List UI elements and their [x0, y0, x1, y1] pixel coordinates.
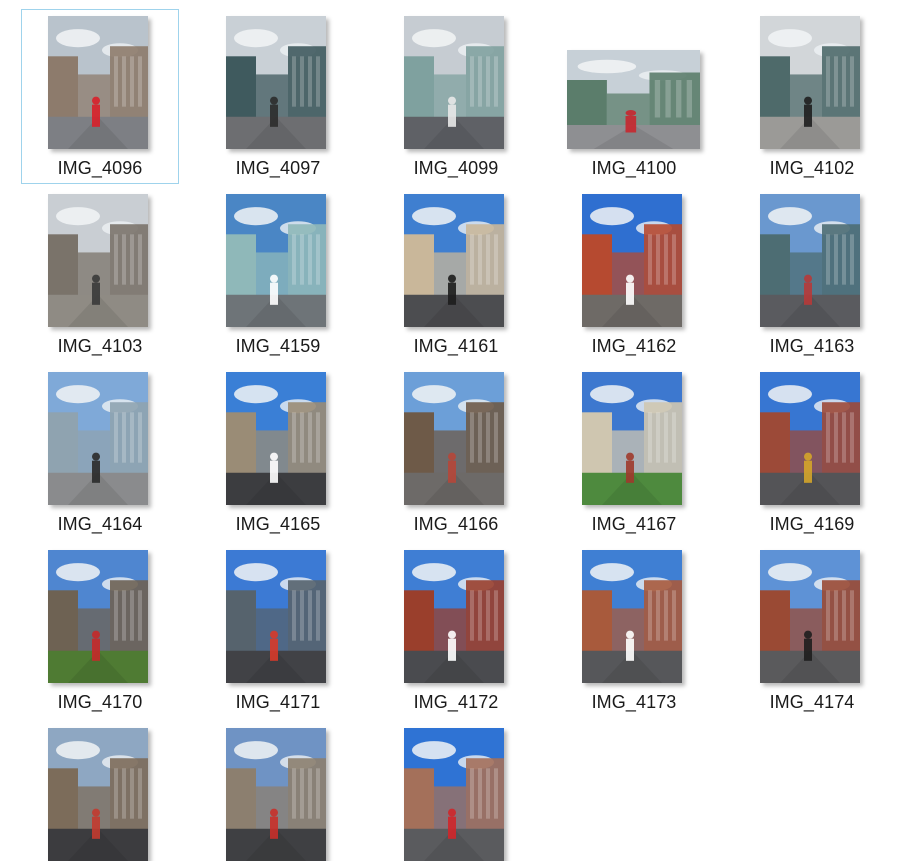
image-thumbnail — [582, 550, 682, 683]
file-name-label: IMG_4164 — [57, 514, 143, 534]
image-thumbnail — [226, 372, 326, 505]
file-item[interactable]: IMG_4174 — [733, 543, 891, 718]
file-name-label: IMG_4096 — [57, 158, 143, 178]
file-name-label: IMG_4161 — [413, 336, 499, 356]
file-item[interactable]: IMG_4161 — [377, 187, 535, 362]
image-thumbnail — [48, 372, 148, 505]
image-thumbnail — [582, 372, 682, 505]
file-item[interactable]: IMG_4171 — [199, 543, 357, 718]
image-thumbnail — [48, 728, 148, 861]
file-name-label: IMG_4100 — [591, 158, 677, 178]
file-item[interactable]: IMG_4169 — [733, 365, 891, 540]
thumbnail-image — [760, 372, 860, 505]
image-thumbnail — [226, 194, 326, 327]
image-thumbnail — [404, 372, 504, 505]
thumbnail-image — [226, 194, 326, 327]
thumbnail-image — [760, 194, 860, 327]
image-thumbnail — [404, 728, 504, 861]
file-name-label: IMG_4163 — [769, 336, 855, 356]
image-thumbnail — [226, 550, 326, 683]
file-item[interactable]: IMG_4162 — [555, 187, 713, 362]
image-thumbnail — [760, 194, 860, 327]
thumbnail-image — [760, 550, 860, 683]
file-item[interactable]: IMG_4170 — [21, 543, 179, 718]
file-name-label: IMG_4167 — [591, 514, 677, 534]
file-item[interactable] — [21, 721, 179, 861]
file-name-label: IMG_4173 — [591, 692, 677, 712]
file-item[interactable] — [199, 721, 357, 861]
file-item[interactable]: IMG_4163 — [733, 187, 891, 362]
thumbnail-image — [404, 372, 504, 505]
file-name-label: IMG_4166 — [413, 514, 499, 534]
file-item[interactable]: IMG_4096 — [21, 9, 179, 184]
file-name-label: IMG_4171 — [235, 692, 321, 712]
file-name-label: IMG_4170 — [57, 692, 143, 712]
file-name-label: IMG_4103 — [57, 336, 143, 356]
file-item[interactable]: IMG_4099 — [377, 9, 535, 184]
file-name-label: IMG_4165 — [235, 514, 321, 534]
file-item[interactable] — [377, 721, 535, 861]
thumbnail-image — [582, 550, 682, 683]
thumbnail-image — [226, 728, 326, 861]
file-item[interactable]: IMG_4167 — [555, 365, 713, 540]
image-thumbnail — [226, 16, 326, 149]
file-item[interactable]: IMG_4102 — [733, 9, 891, 184]
file-item[interactable]: IMG_4166 — [377, 365, 535, 540]
file-item[interactable]: IMG_4165 — [199, 365, 357, 540]
thumbnail-image — [582, 194, 682, 327]
thumbnail-image — [404, 194, 504, 327]
file-item[interactable]: IMG_4164 — [21, 365, 179, 540]
file-name-label: IMG_4169 — [769, 514, 855, 534]
image-thumbnail — [404, 194, 504, 327]
image-thumbnail — [760, 550, 860, 683]
thumbnail-image — [404, 728, 504, 861]
thumbnail-image — [760, 16, 860, 149]
image-thumbnail — [226, 728, 326, 861]
thumbnail-image — [48, 194, 148, 327]
thumbnail-image — [567, 50, 700, 149]
thumbnail-image — [226, 16, 326, 149]
file-name-label: IMG_4097 — [235, 158, 321, 178]
file-item[interactable]: IMG_4159 — [199, 187, 357, 362]
file-item[interactable]: IMG_4097 — [199, 9, 357, 184]
image-thumbnail — [48, 194, 148, 327]
thumbnail-image — [48, 550, 148, 683]
file-item[interactable]: IMG_4172 — [377, 543, 535, 718]
image-thumbnail — [760, 372, 860, 505]
image-thumbnail — [48, 550, 148, 683]
file-item[interactable]: IMG_4103 — [21, 187, 179, 362]
thumbnail-image — [48, 728, 148, 861]
image-thumbnail — [48, 16, 148, 149]
file-item[interactable]: IMG_4173 — [555, 543, 713, 718]
thumbnail-image — [404, 16, 504, 149]
thumbnail-image — [48, 372, 148, 505]
image-thumbnail — [760, 16, 860, 149]
thumbnail-image — [226, 372, 326, 505]
file-name-label: IMG_4159 — [235, 336, 321, 356]
file-name-label: IMG_4174 — [769, 692, 855, 712]
file-name-label: IMG_4102 — [769, 158, 855, 178]
thumbnail-image — [48, 16, 148, 149]
image-thumbnail — [404, 16, 504, 149]
file-name-label: IMG_4172 — [413, 692, 499, 712]
image-thumbnail — [582, 194, 682, 327]
thumbnail-image — [404, 550, 504, 683]
file-name-label: IMG_4162 — [591, 336, 677, 356]
thumbnail-image — [226, 550, 326, 683]
image-thumbnail — [404, 550, 504, 683]
file-item[interactable]: IMG_4100 — [555, 9, 713, 184]
thumbnail-image — [582, 372, 682, 505]
file-name-label: IMG_4099 — [413, 158, 499, 178]
image-thumbnail — [567, 50, 700, 149]
